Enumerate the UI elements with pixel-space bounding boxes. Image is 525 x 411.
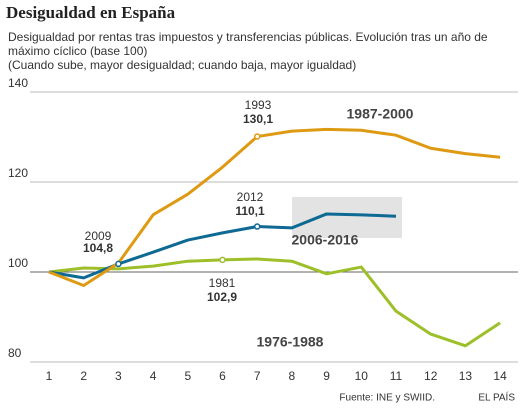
x-tick-label: 1 (46, 369, 53, 383)
y-tick-label: 80 (8, 346, 22, 360)
annotation: 104,8 (83, 241, 113, 255)
x-tick-label: 4 (150, 369, 157, 383)
subtitle: (Cuando sube, mayor desigualdad; cuando … (8, 58, 356, 72)
x-tick-label: 8 (289, 369, 296, 383)
chart-title: Desigualdad en España (6, 3, 176, 22)
y-tick-label: 120 (8, 166, 28, 180)
annotation: 1981 (209, 276, 236, 290)
x-tick-label: 14 (493, 369, 507, 383)
annotation: 1993 (245, 98, 272, 112)
line (48, 127, 501, 287)
x-tick-label: 12 (424, 369, 438, 383)
annotation: 102,9 (207, 290, 237, 304)
x-tick-label: 13 (459, 369, 473, 383)
x-tick-label: 3 (115, 369, 122, 383)
y-tick-label: 100 (8, 256, 28, 270)
point-marker (253, 133, 261, 140)
x-tick-label: 2 (80, 369, 87, 383)
x-tick-label: 9 (323, 369, 330, 383)
x-tick-label: 7 (254, 369, 261, 383)
subtitle: máximo cíclico (base 100) (8, 44, 147, 58)
line (48, 257, 501, 348)
series-label: 1987-2000 (347, 106, 414, 122)
series-label: 2006-2016 (292, 232, 359, 248)
point-marker (253, 223, 261, 230)
x-tick-label: 6 (219, 369, 226, 383)
brand: EL PAÍS (478, 391, 515, 404)
x-tick-label: 10 (355, 369, 369, 383)
point-marker (219, 256, 226, 264)
series-label: 1976-1988 (257, 334, 324, 350)
x-tick-label: 5 (184, 369, 191, 383)
x-tick-label: 11 (390, 369, 403, 383)
source: Fuente: INE y SWIID. (339, 393, 435, 404)
line (48, 212, 397, 280)
y-tick-label: 140 (8, 76, 28, 90)
point-marker (115, 260, 122, 268)
annotation: 130,1 (243, 112, 273, 126)
annotation: 2009 (85, 229, 112, 243)
highlight-box (292, 197, 402, 238)
annotation: 2012 (237, 190, 264, 204)
subtitle: Desigualdad por rentas tras impuestos y … (8, 30, 488, 44)
annotation: 110,1 (235, 204, 265, 218)
